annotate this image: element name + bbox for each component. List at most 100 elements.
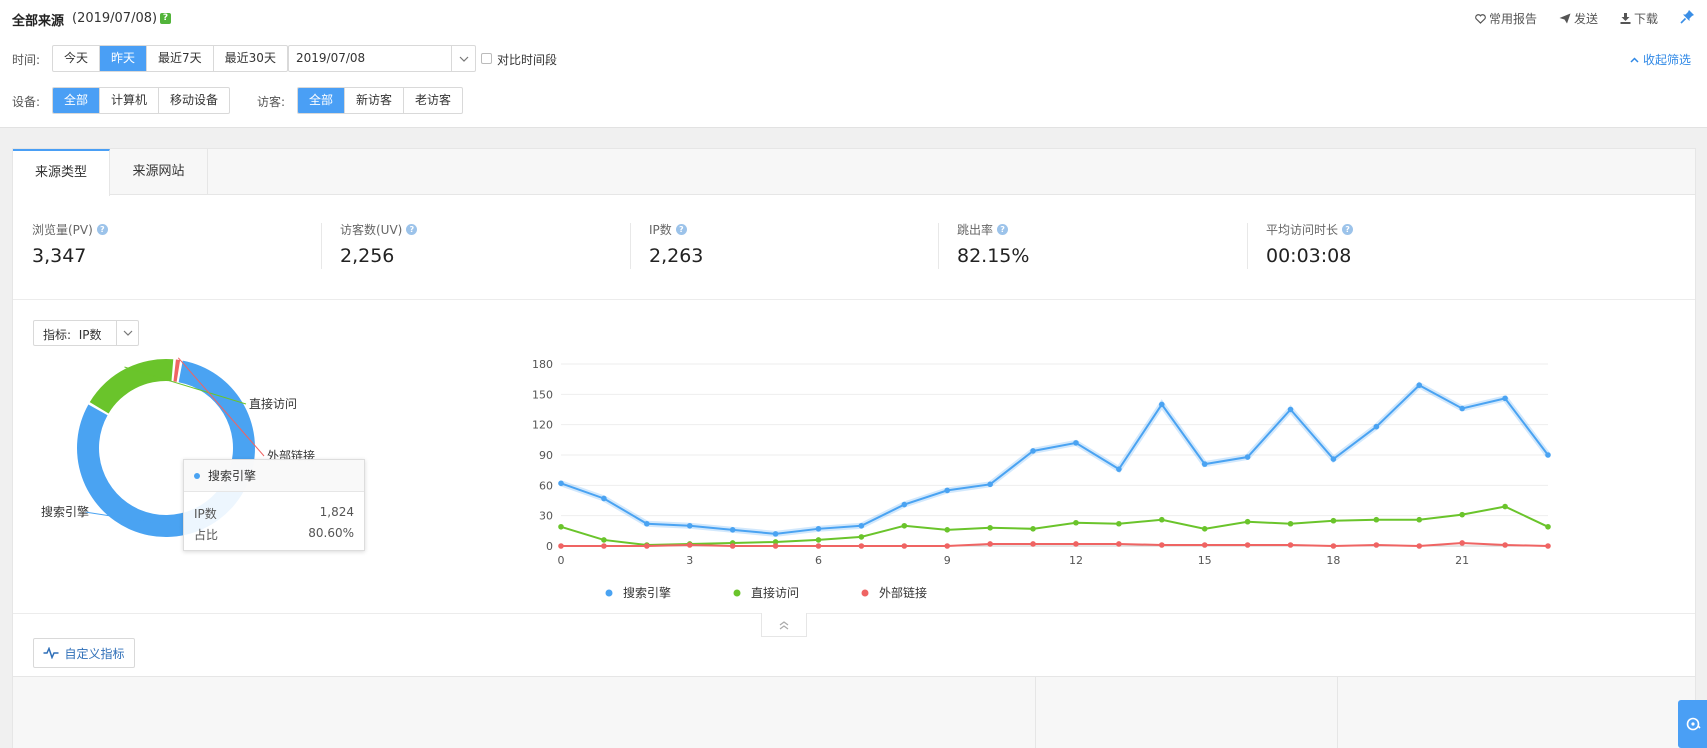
data-point[interactable] bbox=[1158, 401, 1165, 408]
data-point[interactable] bbox=[644, 520, 650, 527]
data-point[interactable] bbox=[558, 480, 564, 487]
data-point[interactable] bbox=[1459, 540, 1465, 546]
data-point[interactable] bbox=[987, 525, 993, 531]
device-option[interactable]: 移动设备 bbox=[170, 93, 219, 107]
help-icon[interactable]: ? bbox=[997, 224, 1009, 235]
date-picker[interactable]: 2019/07/08 bbox=[288, 45, 476, 72]
data-point[interactable] bbox=[1030, 448, 1036, 454]
data-point[interactable] bbox=[944, 487, 951, 494]
data-point[interactable] bbox=[987, 541, 993, 547]
data-point[interactable] bbox=[901, 501, 908, 508]
online-service-button[interactable] bbox=[1678, 700, 1707, 748]
data-point[interactable] bbox=[601, 495, 607, 502]
data-point[interactable] bbox=[858, 543, 865, 549]
data-point[interactable] bbox=[1116, 520, 1122, 527]
time-range-option[interactable]: 昨天 bbox=[100, 46, 148, 71]
data-point[interactable] bbox=[601, 543, 607, 549]
data-point[interactable] bbox=[1287, 520, 1294, 527]
data-point[interactable] bbox=[1116, 466, 1122, 472]
data-point[interactable] bbox=[1416, 543, 1423, 549]
data-point[interactable] bbox=[1244, 454, 1251, 460]
compare-period-checkbox[interactable] bbox=[481, 53, 492, 64]
legend-item[interactable]: 直接访问 bbox=[751, 585, 799, 600]
data-point[interactable] bbox=[1502, 395, 1508, 402]
time-range-option[interactable]: 最近7天 bbox=[147, 46, 214, 71]
help-icon[interactable]: ? bbox=[675, 224, 687, 235]
tab-source-site[interactable]: 来源网站 bbox=[110, 149, 208, 195]
data-point[interactable] bbox=[1073, 440, 1079, 446]
data-point[interactable] bbox=[601, 537, 607, 543]
data-point[interactable] bbox=[815, 526, 822, 532]
data-point[interactable] bbox=[729, 543, 736, 549]
data-point[interactable] bbox=[901, 543, 908, 549]
data-point[interactable] bbox=[1030, 526, 1036, 532]
indicator-select[interactable]: 指标: IP数 bbox=[33, 320, 139, 346]
download-button[interactable]: 下载 bbox=[1620, 10, 1658, 27]
data-point[interactable] bbox=[1373, 423, 1380, 430]
visitor-option[interactable]: 全部 bbox=[298, 88, 346, 113]
data-point[interactable] bbox=[1416, 516, 1423, 523]
data-point[interactable] bbox=[1201, 461, 1208, 467]
data-point[interactable] bbox=[1502, 542, 1508, 548]
collapse-filter-button[interactable]: 收起筛选 bbox=[1630, 51, 1691, 68]
data-point[interactable] bbox=[815, 537, 822, 543]
time-range-option[interactable]: 最近30天 bbox=[224, 51, 276, 65]
data-point[interactable] bbox=[901, 522, 908, 529]
data-point[interactable] bbox=[1287, 406, 1294, 413]
data-point[interactable] bbox=[1545, 543, 1551, 549]
device-option[interactable]: 计算机 bbox=[100, 88, 160, 113]
data-point[interactable] bbox=[858, 522, 865, 529]
legend-item[interactable]: 搜索引擎 bbox=[623, 585, 671, 600]
help-icon[interactable]: ? bbox=[96, 224, 108, 235]
data-point[interactable] bbox=[686, 542, 693, 548]
data-point[interactable] bbox=[1244, 542, 1251, 548]
data-point[interactable] bbox=[1459, 405, 1465, 412]
data-point[interactable] bbox=[686, 522, 693, 529]
data-point[interactable] bbox=[1287, 542, 1294, 548]
visitor-option[interactable]: 老访客 bbox=[415, 93, 452, 107]
legend-item[interactable]: 外部链接 bbox=[879, 585, 927, 600]
data-point[interactable] bbox=[1330, 456, 1337, 462]
data-point[interactable] bbox=[1244, 518, 1251, 525]
data-point[interactable] bbox=[944, 527, 951, 533]
favorite-report-button[interactable]: 常用报告 bbox=[1475, 10, 1537, 27]
data-point[interactable] bbox=[558, 523, 564, 530]
send-button[interactable]: 发送 bbox=[1559, 10, 1598, 27]
data-point[interactable] bbox=[1545, 523, 1551, 530]
data-point[interactable] bbox=[558, 543, 564, 549]
data-point[interactable] bbox=[1158, 542, 1165, 548]
data-point[interactable] bbox=[1073, 519, 1079, 526]
donut-slice[interactable] bbox=[173, 359, 181, 382]
data-point[interactable] bbox=[1201, 526, 1208, 532]
data-point[interactable] bbox=[1201, 542, 1208, 548]
data-point[interactable] bbox=[1330, 517, 1337, 524]
donut-slice[interactable] bbox=[89, 359, 174, 414]
tab-source-type[interactable]: 来源类型 bbox=[13, 149, 110, 196]
data-point[interactable] bbox=[1373, 542, 1380, 548]
data-point[interactable] bbox=[772, 531, 779, 537]
data-point[interactable] bbox=[858, 534, 865, 540]
data-point[interactable] bbox=[1373, 516, 1380, 523]
data-point[interactable] bbox=[815, 543, 822, 549]
data-point[interactable] bbox=[772, 543, 779, 549]
data-point[interactable] bbox=[772, 539, 779, 545]
data-point[interactable] bbox=[1330, 543, 1337, 549]
indicator-dropdown[interactable] bbox=[116, 321, 138, 345]
data-point[interactable] bbox=[1416, 382, 1423, 389]
help-icon[interactable]: ? bbox=[406, 224, 418, 235]
data-point[interactable] bbox=[1459, 511, 1465, 518]
data-point[interactable] bbox=[644, 543, 650, 549]
pin-button[interactable] bbox=[1680, 9, 1695, 24]
data-point[interactable] bbox=[1158, 516, 1165, 523]
data-point[interactable] bbox=[1545, 452, 1551, 458]
data-point[interactable] bbox=[729, 527, 736, 533]
data-point[interactable] bbox=[1116, 541, 1122, 547]
data-point[interactable] bbox=[1030, 541, 1036, 547]
data-point[interactable] bbox=[1073, 541, 1079, 547]
device-option[interactable]: 全部 bbox=[53, 88, 101, 113]
data-point[interactable] bbox=[1502, 503, 1508, 510]
custom-metric-button[interactable]: 自定义指标 bbox=[33, 638, 135, 668]
visitor-option[interactable]: 新访客 bbox=[345, 88, 405, 113]
expand-handle[interactable] bbox=[761, 613, 807, 637]
date-picker-dropdown[interactable] bbox=[451, 46, 475, 71]
